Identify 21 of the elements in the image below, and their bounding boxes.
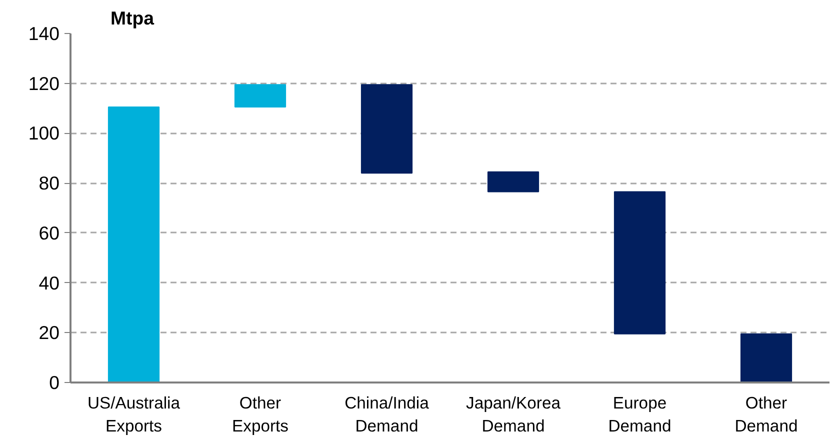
y-tick-label: 40 — [38, 272, 60, 294]
y-tick-label: 120 — [28, 72, 60, 94]
bar — [360, 84, 413, 174]
x-tick-label: US/Australia Exports — [87, 394, 181, 436]
y-axis-title: Mtpa — [110, 8, 155, 28]
x-tick-label: Japan/Korea Demand — [466, 394, 562, 436]
x-tick-label: Europe Demand — [608, 394, 672, 436]
bar — [740, 333, 792, 382]
bar — [614, 191, 666, 334]
x-tick-label: China/India Demand — [344, 394, 430, 436]
bar — [108, 106, 160, 382]
bar — [234, 84, 286, 108]
x-tick-label: Other Demand — [734, 394, 798, 436]
bar — [487, 171, 540, 192]
y-tick-label: 20 — [38, 322, 60, 344]
y-tick-label: 80 — [38, 172, 60, 194]
y-tick-label: 140 — [28, 23, 60, 44]
y-tick-label: 0 — [49, 372, 60, 393]
y-tick-label: 60 — [38, 222, 60, 244]
y-tick-label: 100 — [28, 122, 60, 144]
x-tick-label: Other Exports — [232, 394, 288, 436]
